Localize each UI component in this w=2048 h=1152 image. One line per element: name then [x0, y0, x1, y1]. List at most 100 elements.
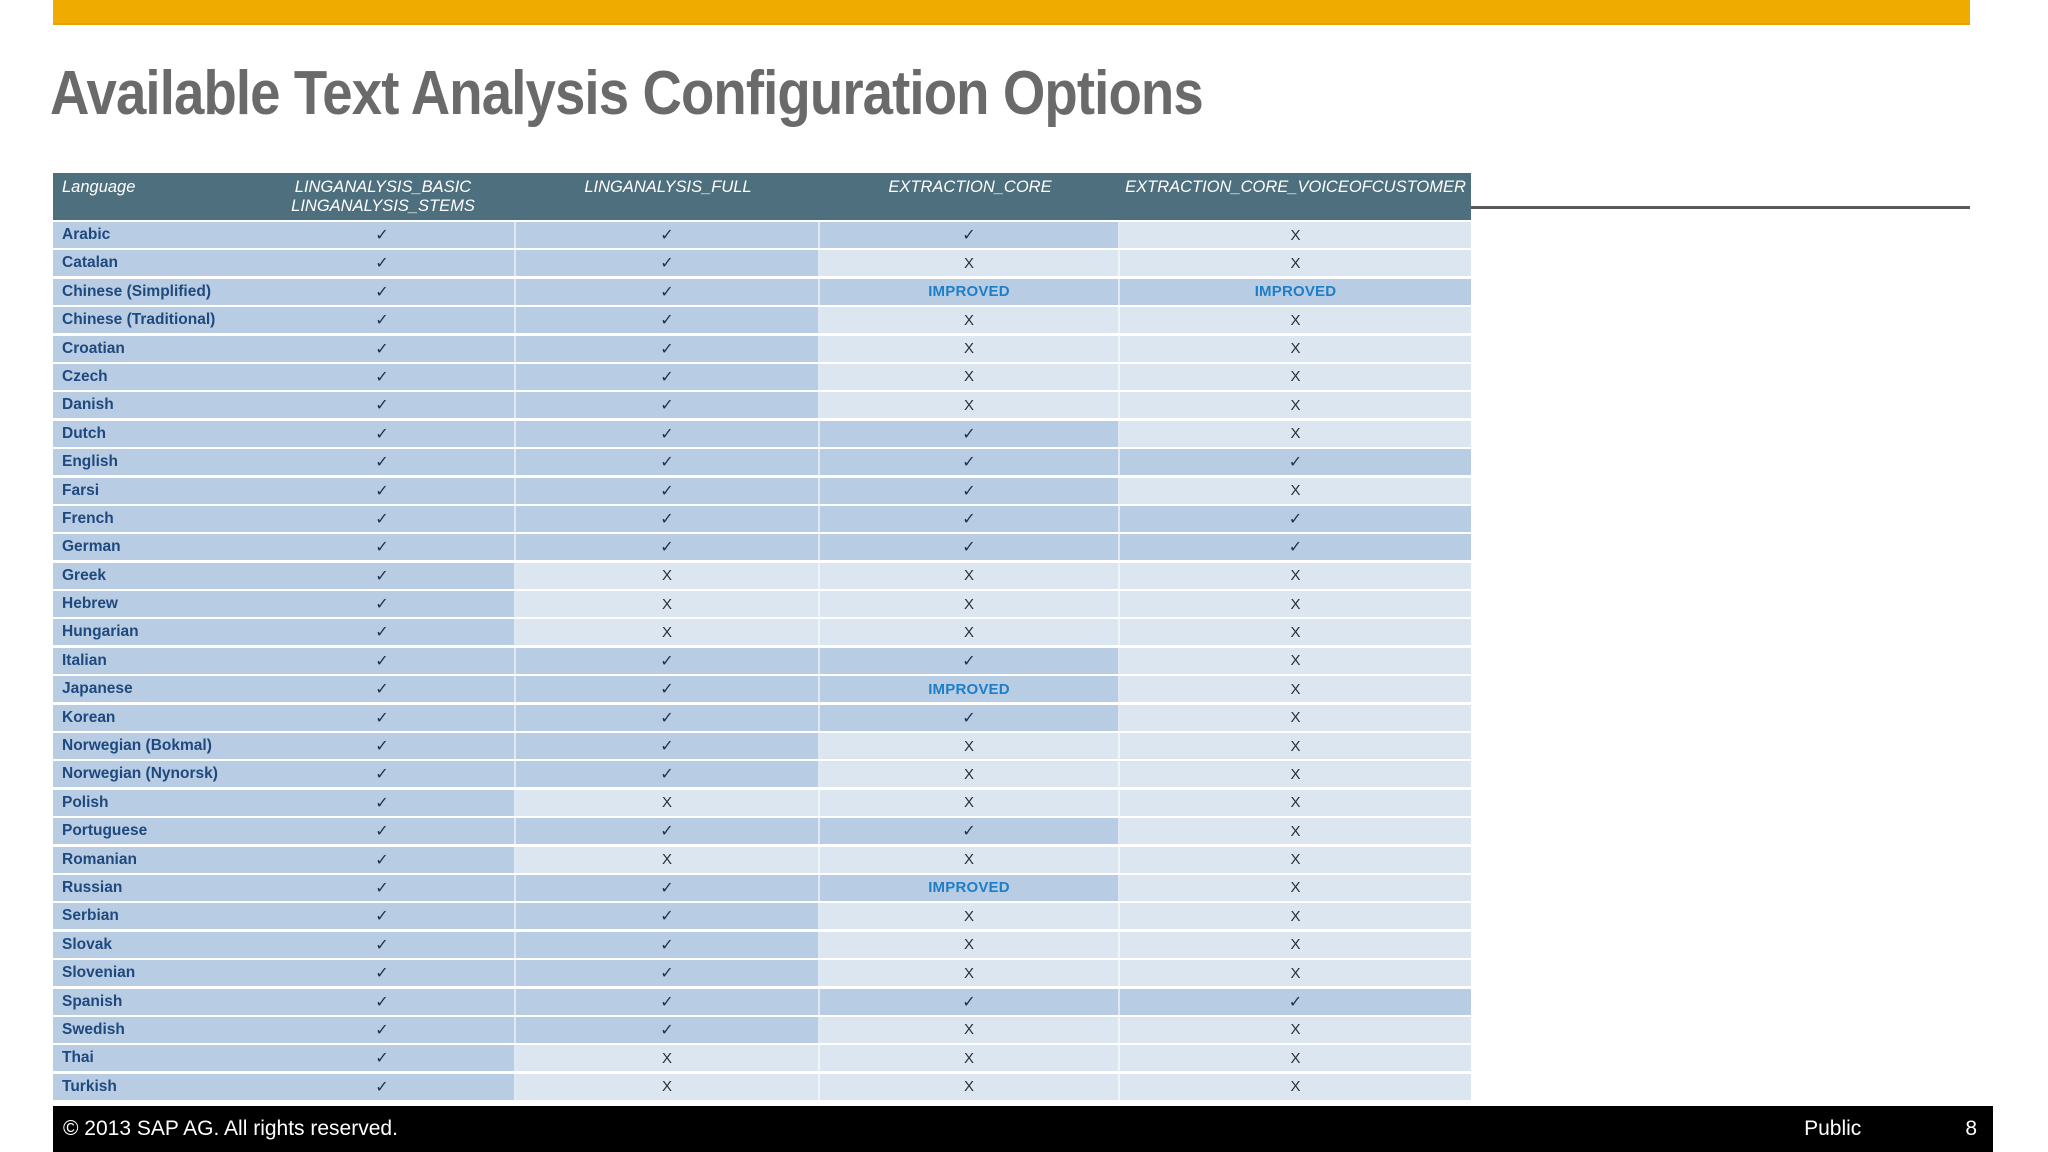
- x-mark: X: [1290, 1078, 1301, 1096]
- column-header-label: EXTRACTION_CORE: [888, 178, 1052, 196]
- table-row: German ✓ ✓ ✓ ✓: [53, 534, 1471, 561]
- value-cell: X: [516, 1045, 820, 1072]
- check-mark: ✓: [375, 255, 389, 273]
- accent-bar: [53, 0, 1970, 25]
- check-mark: ✓: [660, 738, 674, 756]
- value-cell: ✓: [250, 591, 516, 618]
- value-cell: X: [820, 250, 1120, 277]
- value-cell: X: [820, 1045, 1120, 1072]
- language-cell: German: [53, 534, 250, 561]
- table-row: Serbian ✓ ✓ X X: [53, 903, 1471, 930]
- x-mark: X: [1290, 396, 1301, 414]
- table-row: Polish ✓ X X X: [53, 789, 1471, 816]
- language-cell: Slovenian: [53, 960, 250, 987]
- value-cell: ✓: [516, 505, 820, 532]
- check-mark: ✓: [375, 567, 389, 585]
- value-cell: X: [820, 789, 1120, 816]
- check-mark: ✓: [962, 709, 976, 727]
- improved-label: IMPROVED: [928, 283, 1010, 301]
- value-cell: X: [1120, 477, 1471, 504]
- language-cell: Slovak: [53, 931, 250, 958]
- value-cell: ✓: [820, 647, 1120, 674]
- language-cell: Hebrew: [53, 591, 250, 618]
- x-mark: X: [963, 851, 974, 869]
- value-cell: ✓: [820, 505, 1120, 532]
- value-cell: X: [1120, 619, 1471, 646]
- value-cell: ✓: [516, 988, 820, 1015]
- language-cell: Greek: [53, 562, 250, 589]
- value-cell: ✓: [250, 818, 516, 845]
- copyright-text: © 2013 SAP AG. All rights reserved.: [63, 1117, 398, 1140]
- value-cell: X: [1120, 1016, 1471, 1043]
- value-cell: ✓: [516, 534, 820, 561]
- value-cell: ✓: [516, 222, 820, 248]
- value-cell: X: [1120, 733, 1471, 760]
- x-mark: X: [963, 254, 974, 272]
- table-row: Norwegian (Bokmal) ✓ ✓ X X: [53, 733, 1471, 760]
- x-mark: X: [661, 794, 672, 812]
- page-title: Available Text Analysis Configuration Op…: [50, 59, 1204, 128]
- check-mark: ✓: [660, 454, 674, 472]
- language-cell: Danish: [53, 392, 250, 419]
- x-mark: X: [963, 396, 974, 414]
- check-mark: ✓: [660, 255, 674, 273]
- column-header-extraction-core-voiceofcustomer: EXTRACTION_CORE_VOICEOFCUSTOMER: [1120, 173, 1471, 220]
- value-cell: ✓: [250, 704, 516, 731]
- x-mark: X: [1290, 822, 1301, 840]
- table-row: Korean ✓ ✓ ✓ X: [53, 704, 1471, 731]
- check-mark: ✓: [660, 681, 674, 699]
- x-mark: X: [1290, 1049, 1301, 1067]
- value-cell: ✓: [250, 1073, 516, 1100]
- check-mark: ✓: [660, 993, 674, 1011]
- value-cell: ✓: [250, 222, 516, 248]
- table-row: Romanian ✓ X X X: [53, 846, 1471, 873]
- language-cell: French: [53, 505, 250, 532]
- language-cell: Croatian: [53, 335, 250, 362]
- check-mark: ✓: [375, 851, 389, 869]
- check-mark: ✓: [660, 1021, 674, 1039]
- value-cell: ✓: [250, 278, 516, 305]
- value-cell: ✓: [250, 733, 516, 760]
- check-mark: ✓: [375, 652, 389, 670]
- x-mark: X: [1290, 311, 1301, 329]
- x-mark: X: [963, 340, 974, 358]
- value-cell: X: [820, 562, 1120, 589]
- value-cell: ✓: [250, 931, 516, 958]
- value-cell: X: [1120, 250, 1471, 277]
- value-cell: X: [820, 1016, 1120, 1043]
- value-cell: ✓: [516, 307, 820, 334]
- language-cell: Italian: [53, 647, 250, 674]
- value-cell: ✓: [516, 818, 820, 845]
- value-cell: X: [820, 931, 1120, 958]
- table-row: Catalan ✓ ✓ X X: [53, 250, 1471, 277]
- column-header-linganalysis-basic-stems: LINGANALYSIS_BASIC LINGANALYSIS_STEMS: [250, 173, 516, 220]
- check-mark: ✓: [375, 794, 389, 812]
- check-mark: ✓: [962, 652, 976, 670]
- footer-right: Public 8: [1804, 1117, 1993, 1141]
- check-mark: ✓: [660, 908, 674, 926]
- value-cell: X: [1120, 874, 1471, 901]
- value-cell: ✓: [250, 335, 516, 362]
- column-header-label: EXTRACTION_CORE_VOICEOFCUSTOMER: [1125, 178, 1466, 196]
- check-mark: ✓: [375, 510, 389, 528]
- value-cell: ✓: [1120, 534, 1471, 561]
- value-cell: X: [1120, 222, 1471, 248]
- x-mark: X: [963, 1021, 974, 1039]
- value-cell: ✓: [250, 903, 516, 930]
- check-mark: ✓: [375, 823, 389, 841]
- value-cell: ✓: [516, 335, 820, 362]
- table-header-row: Language LINGANALYSIS_BASIC LINGANALYSIS…: [53, 173, 1471, 220]
- x-mark: X: [1290, 936, 1301, 954]
- value-cell: X: [1120, 335, 1471, 362]
- check-mark: ✓: [660, 766, 674, 784]
- x-mark: X: [963, 595, 974, 613]
- check-mark: ✓: [375, 993, 389, 1011]
- table-row: Farsi ✓ ✓ ✓ X: [53, 477, 1471, 504]
- value-cell: ✓: [516, 363, 820, 390]
- check-mark: ✓: [660, 368, 674, 386]
- value-cell: X: [516, 562, 820, 589]
- table-row: Danish ✓ ✓ X X: [53, 392, 1471, 419]
- value-cell: X: [820, 619, 1120, 646]
- improved-label: IMPROVED: [1254, 283, 1337, 301]
